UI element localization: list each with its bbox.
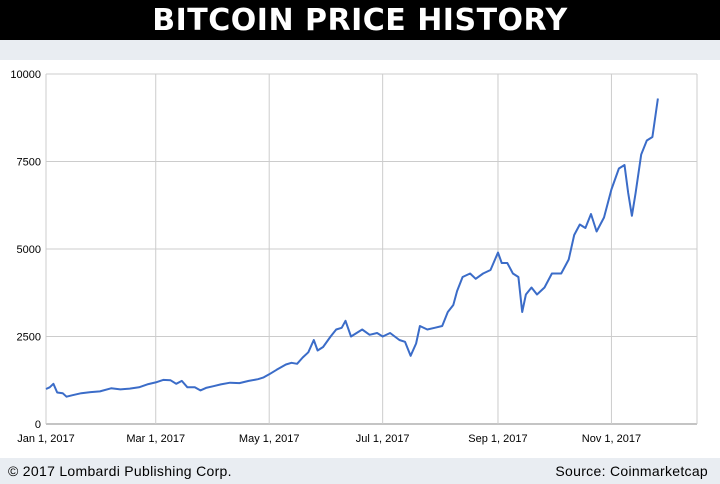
grid-layer (45, 73, 698, 425)
x-tick-label: May 1, 2017 (239, 433, 300, 445)
x-tick-label: Nov 1, 2017 (582, 433, 641, 445)
chart-area: 0 2500 5000 7500 10000 Jan 1, 2017 Mar 1, 2017… (0, 60, 720, 458)
page-title: BITCOIN PRICE HISTORY (152, 2, 568, 38)
source-text: Source: Coinmarketcap (555, 463, 708, 479)
axis-layer: 0 2500 5000 7500 10000 Jan 1, 2017 Mar 1, 2017… (10, 69, 641, 445)
x-tick-label: Jan 1, 2017 (17, 433, 75, 445)
price-series-line (45, 98, 659, 398)
price-chart: 0 2500 5000 7500 10000 Jan 1, 2017 Mar 1, 2017… (10, 69, 698, 445)
series-layer (45, 98, 659, 398)
y-tick-label: 5000 (17, 244, 41, 256)
footer: © 2017 Lombardi Publishing Corp. Source:… (0, 458, 720, 484)
top-strip (0, 40, 720, 60)
y-tick-label: 0 (35, 419, 41, 431)
y-tick-label: 2500 (17, 332, 41, 344)
y-tick-label: 10000 (10, 69, 41, 81)
title-banner: BITCOIN PRICE HISTORY (0, 0, 720, 40)
y-tick-label: 7500 (17, 157, 41, 169)
x-tick-label: Mar 1, 2017 (126, 433, 185, 445)
x-tick-label: Sep 1, 2017 (468, 433, 527, 445)
x-tick-label: Jul 1, 2017 (356, 433, 410, 445)
copyright-text: © 2017 Lombardi Publishing Corp. (8, 463, 232, 479)
